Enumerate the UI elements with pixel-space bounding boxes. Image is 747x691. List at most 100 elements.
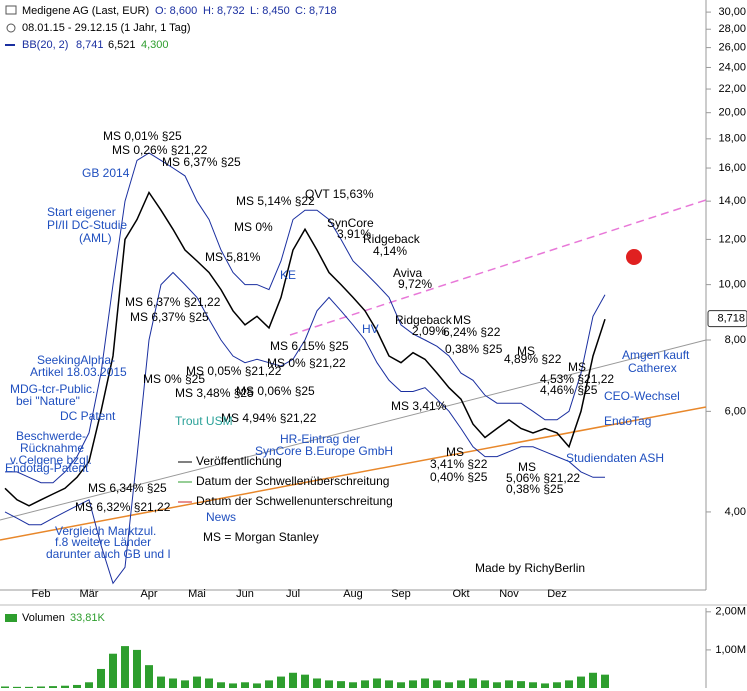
- annotation: SynCore B.Europe GmbH: [255, 444, 393, 458]
- volume-bar: [133, 649, 141, 688]
- volume-bar: [37, 686, 45, 688]
- volume-bar: [241, 682, 249, 688]
- icon: [5, 5, 17, 15]
- y-tick-label: 12,00: [718, 233, 746, 245]
- band-line: [5, 152, 606, 484]
- annotation: Endotag-Patent: [5, 461, 89, 475]
- annotation: 0,40% §25: [430, 470, 488, 484]
- price-line: [4, 190, 606, 507]
- volume-bar: [481, 680, 489, 688]
- header-high: H: 8,732: [203, 5, 245, 17]
- volume-bar: [325, 680, 333, 688]
- annotation: Datum der Schwellenüberschreitung: [196, 474, 389, 488]
- annotation: 5,06% §21,22: [506, 471, 580, 485]
- volume-bar: [121, 646, 129, 688]
- header-open: O: 8,600: [155, 5, 197, 17]
- annotation: MS 4,94% §21,22: [221, 411, 317, 425]
- volume-bar: [253, 683, 261, 688]
- y-tick-label: 30,00: [718, 6, 746, 18]
- band-line: [4, 271, 605, 585]
- volume-bar: [49, 686, 57, 688]
- annotation: 6,24% §22: [443, 325, 501, 339]
- annotation: Vergleich Marktzul.: [55, 524, 156, 538]
- volume-bar: [361, 680, 369, 688]
- annotation: MS 6,34% §25: [88, 481, 167, 495]
- volume-bar: [157, 676, 165, 688]
- annotation: 3,41% §22: [430, 457, 488, 471]
- volume-bar: [337, 681, 345, 688]
- annotation: MS 3,41%: [391, 399, 447, 413]
- y-tick-label: 4,00: [725, 506, 746, 518]
- volume-bar: [145, 665, 153, 688]
- annotation: KE: [280, 268, 296, 282]
- volume-bar: [421, 678, 429, 688]
- header-title: Medigene AG (Last, EUR): [22, 5, 149, 17]
- x-tick-label: Nov: [499, 588, 519, 600]
- annotation: SynCore: [327, 216, 374, 230]
- y-tick-label: 1,00M: [715, 644, 746, 656]
- volume-bar: [109, 653, 117, 688]
- y-tick-label: 6,00: [725, 405, 746, 417]
- annotation: Rücknahme: [20, 441, 84, 455]
- bb-value: 4,300: [141, 39, 169, 51]
- volume-bar: [301, 674, 309, 688]
- annotation: Beschwerde-: [16, 429, 86, 443]
- y-tick-label: 8,00: [725, 334, 746, 346]
- annotation: Made by RichyBerlin: [475, 561, 585, 575]
- y-tick-label: 10,00: [718, 279, 746, 291]
- icon: [5, 614, 17, 622]
- volume-bar: [469, 678, 477, 688]
- volume-bar: [577, 676, 585, 688]
- volume-bar: [349, 682, 357, 688]
- volume-bar: [445, 682, 453, 688]
- annotation: Studiendaten ASH: [566, 451, 664, 465]
- x-tick-label: Sep: [391, 588, 411, 600]
- annotation: MS 0,01% §25: [103, 129, 182, 143]
- annotation: 9,72%: [398, 277, 432, 291]
- x-tick-label: Mai: [188, 588, 206, 600]
- trend-line: [0, 339, 707, 521]
- y-tick-label: 24,00: [718, 61, 746, 73]
- y-tick-label: 26,00: [718, 42, 746, 54]
- volume-bar: [409, 680, 417, 688]
- bb-name: BB(20, 2): [22, 39, 68, 51]
- volume-bar: [553, 682, 561, 688]
- annotation: MS 0% §21,22: [267, 356, 346, 370]
- annotation: PI/II DC-Studie: [47, 218, 127, 232]
- annotation: bei "Nature": [16, 394, 80, 408]
- annotation: Aviva: [393, 266, 422, 280]
- volume-bar: [313, 678, 321, 688]
- x-tick-label: Mär: [80, 588, 99, 600]
- volume-bar: [517, 681, 525, 688]
- annotation: Datum der Schwellenunterschreitung: [196, 494, 393, 508]
- annotation: MS 6,37% §21,22: [125, 295, 221, 309]
- volume-bar: [85, 682, 93, 688]
- volume-bar: [193, 676, 201, 688]
- annotation: MS 0,06% §25: [236, 384, 315, 398]
- volume-bar: [61, 685, 69, 688]
- trend-line: [0, 406, 707, 541]
- volume-bar: [73, 684, 81, 688]
- annotation: HV: [362, 322, 379, 336]
- annotation: MS 6,37% §25: [162, 155, 241, 169]
- volume-name: Volumen: [22, 612, 65, 624]
- annotation: DC Patent: [60, 409, 116, 423]
- volume-bar: [181, 680, 189, 688]
- volume-bar: [565, 680, 573, 688]
- y-tick-label: 22,00: [718, 83, 746, 95]
- volume-bar: [13, 686, 21, 688]
- annotation: Trout USM: [175, 414, 233, 428]
- volume-value: 33,81K: [70, 612, 106, 624]
- header-close: C: 8,718: [295, 5, 337, 17]
- last-price-label: 8,718: [717, 313, 745, 325]
- last-price-box: [707, 310, 747, 328]
- annotation: 4,53% §21,22: [540, 372, 614, 386]
- volume-bar: [277, 676, 285, 688]
- x-tick-label: Dez: [547, 588, 567, 600]
- x-tick-label: Okt: [452, 588, 469, 600]
- annotation: MS 0,05% §21,22: [186, 364, 282, 378]
- volume-bar: [529, 682, 537, 688]
- annotation: GB 2014: [82, 166, 130, 180]
- annotation: MS 5,14% §22: [236, 194, 315, 208]
